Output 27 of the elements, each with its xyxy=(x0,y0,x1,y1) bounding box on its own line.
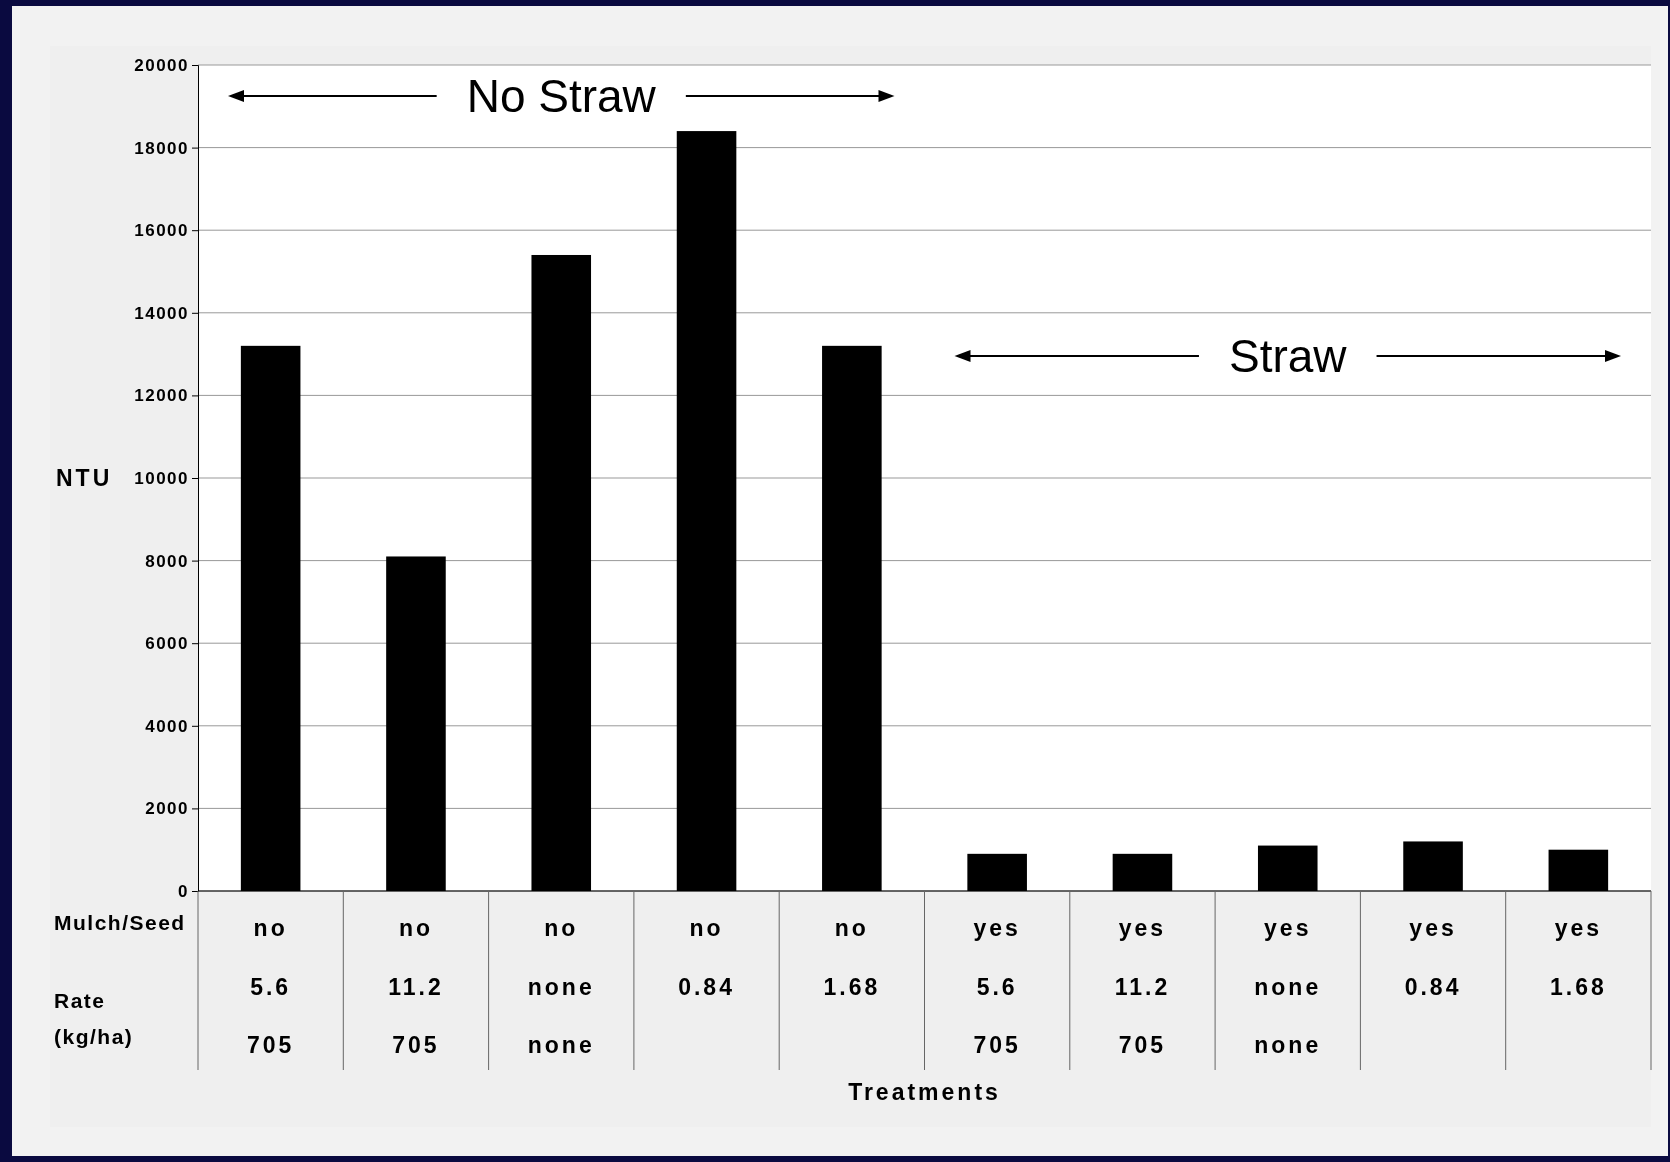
category-label: yes none none xyxy=(1254,915,1322,1058)
text: Treatments xyxy=(848,1079,1001,1105)
text: Mulch/Seed xyxy=(54,911,186,934)
annotation: Straw xyxy=(1228,330,1348,382)
y-tick-label: 16000 xyxy=(134,221,189,241)
category-label: no 5.6 705 xyxy=(246,915,295,1058)
y-tick-label: 4000 xyxy=(145,716,189,736)
y-tick-label: 12000 xyxy=(134,386,189,406)
category-label: yes 1.68 xyxy=(1549,915,1607,1000)
category-label: no 11.2 705 xyxy=(388,915,444,1058)
y-axis-title: NTU xyxy=(56,465,113,491)
text: Rate (kg/ha) xyxy=(54,989,134,1048)
annotation: No Straw xyxy=(466,70,657,122)
y-tick-label: 10000 xyxy=(134,468,189,488)
y-tick-label: 0 xyxy=(178,881,189,901)
y-tick-label: 8000 xyxy=(145,551,189,571)
category-label: yes 11.2 705 xyxy=(1114,915,1171,1058)
category-label: yes 0.84 xyxy=(1404,915,1462,1000)
category-label: yes 5.6 705 xyxy=(973,915,1021,1058)
y-tick-label: 6000 xyxy=(145,634,189,654)
category-label: no none none xyxy=(527,915,595,1058)
category-label: no 1.68 xyxy=(823,915,881,1000)
y-tick-label: 14000 xyxy=(134,303,189,323)
y-tick-label: 2000 xyxy=(145,799,189,819)
y-tick-label: 20000 xyxy=(134,55,189,75)
y-tick-label: 18000 xyxy=(134,138,189,158)
category-label: no 0.84 xyxy=(678,915,735,1000)
